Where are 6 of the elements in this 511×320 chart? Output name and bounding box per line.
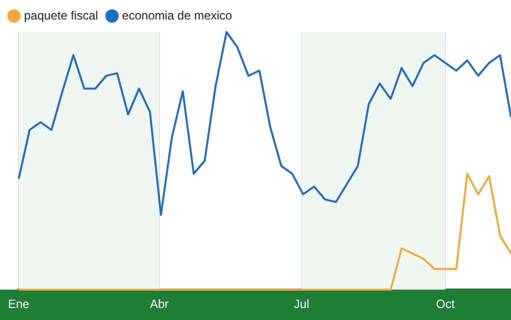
legend-label: paquete fiscal <box>24 8 98 22</box>
x-tick-label: Abr <box>150 297 169 312</box>
x-tick-label: Jul <box>294 297 310 312</box>
legend-label: economia de mexico <box>122 8 232 22</box>
x-tick-label: Oct <box>436 297 456 312</box>
x-tick-label: Ene <box>8 297 30 312</box>
